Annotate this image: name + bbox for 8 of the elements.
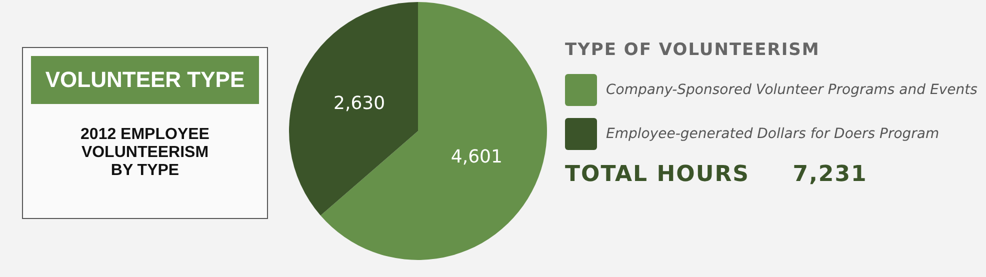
text: 2012 EMPLOYEE VOLUNTEERISM BY TYPE	[80, 126, 210, 180]
data-label: 4,601	[450, 146, 502, 168]
legend-title: TYPE OF VOLUNTEERISM	[565, 40, 821, 60]
legend-label: Employee-generated Dollars for Doers Program	[606, 126, 940, 142]
data-label: 2,630	[334, 92, 386, 114]
text: VOLUNTEER TYPE	[31, 56, 259, 104]
legend-label: Company-Sponsored Volunteer Programs and Events	[606, 82, 978, 98]
text: TOTAL HOURS 7,231	[565, 162, 868, 187]
